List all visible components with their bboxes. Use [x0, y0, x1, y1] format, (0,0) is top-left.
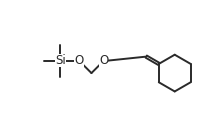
Text: O: O	[99, 54, 108, 67]
Text: O: O	[75, 54, 84, 67]
Text: Si: Si	[55, 54, 66, 67]
